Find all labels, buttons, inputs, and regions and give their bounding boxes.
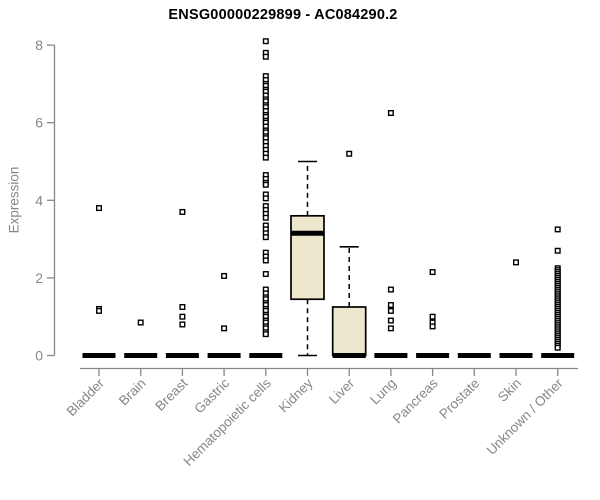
outlier-point <box>262 271 269 278</box>
outlier-point <box>554 247 561 254</box>
x-tick-label: Breast <box>152 375 190 413</box>
y-tick-label: 2 <box>35 270 43 286</box>
outlier-point <box>513 259 520 266</box>
box-skin <box>499 259 533 358</box>
x-tick-label: Bladder <box>64 375 108 419</box>
outlier-point <box>429 269 436 276</box>
box-hematopoietic-cells <box>249 38 283 358</box>
box-lung <box>374 109 408 358</box>
outlier-point <box>179 321 186 328</box>
box-liver <box>331 150 367 358</box>
outlier-point <box>179 313 186 320</box>
outlier-point <box>387 109 394 116</box>
outlier-point <box>262 195 269 202</box>
box-rect <box>331 306 367 357</box>
box-pancreas <box>416 269 450 358</box>
y-tick-label: 4 <box>35 192 43 208</box>
outlier-point <box>429 323 436 330</box>
x-tick-label: Prostate <box>436 376 482 422</box>
outlier-point <box>221 325 228 332</box>
x-tick-label: Brain <box>116 376 149 409</box>
outlier-point <box>262 331 269 338</box>
outlier-point <box>262 234 269 241</box>
outlier-point <box>137 319 144 326</box>
x-tick-label: Kidney <box>276 375 316 415</box>
outlier-point <box>387 317 394 324</box>
outlier-point <box>387 286 394 293</box>
outlier-point <box>387 307 394 314</box>
outlier-point <box>387 325 394 332</box>
y-tick-label: 0 <box>35 348 43 364</box>
outlier-point <box>429 313 436 320</box>
box-breast <box>165 208 199 358</box>
outlier-point <box>346 150 353 157</box>
x-tick-label: Liver <box>326 375 358 407</box>
box-unknown-other <box>541 226 575 358</box>
x-tick-label: Pancreas <box>390 375 441 426</box>
x-tick-label: Unknown / Other <box>484 375 567 458</box>
box-gastric <box>207 272 241 358</box>
y-tick-label: 6 <box>35 115 43 131</box>
outlier-point <box>179 208 186 215</box>
outlier-point <box>95 205 102 212</box>
y-tick-label: 8 <box>35 37 43 53</box>
outlier-point <box>262 38 269 45</box>
outlier-point <box>262 154 269 161</box>
outlier-point <box>554 344 561 351</box>
box-brain <box>124 319 158 358</box>
outlier-point <box>262 181 269 188</box>
outlier-point <box>262 53 269 60</box>
box-rect <box>290 214 325 301</box>
box-kidney <box>290 160 325 357</box>
x-tick-label: Skin <box>495 376 524 405</box>
x-tick-label: Gastric <box>191 375 232 416</box>
outlier-point <box>262 257 269 264</box>
outlier-point <box>554 226 561 233</box>
outlier-point <box>95 307 102 314</box>
outlier-point <box>387 302 394 309</box>
outlier-point <box>179 304 186 311</box>
box-bladder <box>82 205 116 358</box>
x-tick-label: Lung <box>367 376 399 408</box>
chart-title: ENSG00000229899 - AC084290.2 <box>168 7 398 23</box>
outlier-point <box>221 272 228 279</box>
outlier-point <box>262 214 269 221</box>
